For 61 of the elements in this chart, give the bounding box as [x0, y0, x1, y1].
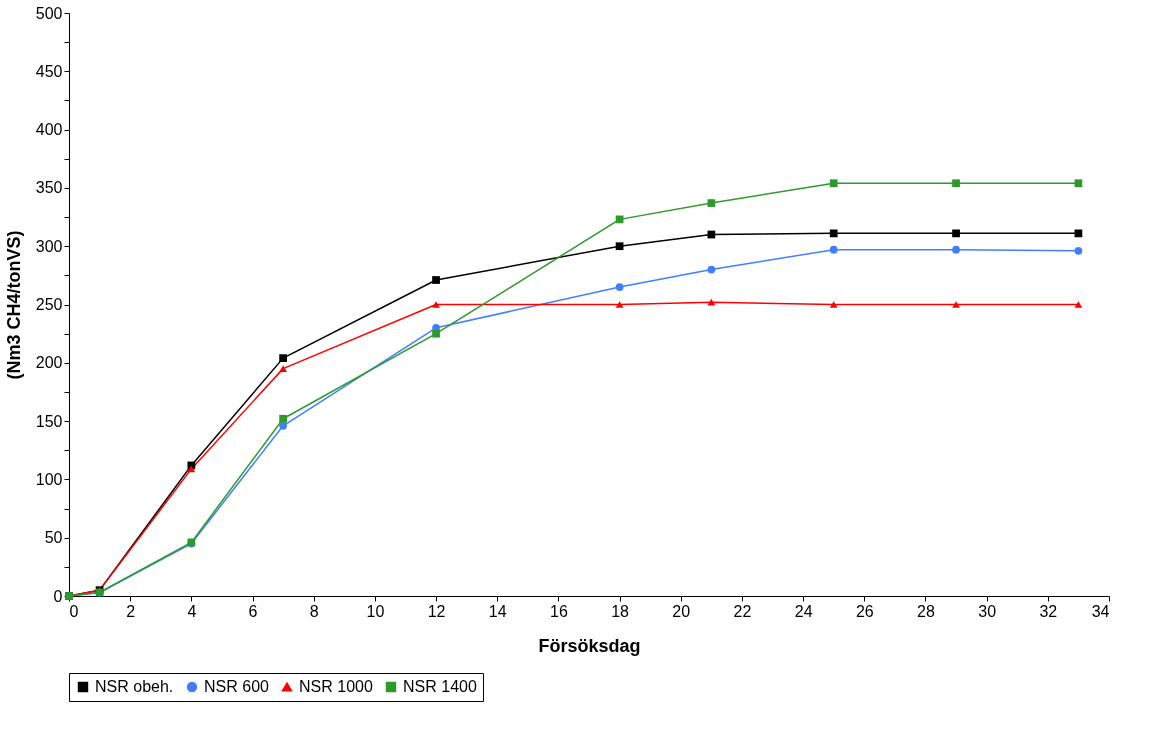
- point: [279, 421, 287, 430]
- x-tick-label: 34: [1091, 602, 1110, 620]
- x-tick-label: 4: [187, 602, 197, 620]
- point: [707, 298, 716, 306]
- y-tick-label: 100: [35, 470, 63, 488]
- x-tick-label: 24: [794, 602, 813, 620]
- point: [829, 229, 838, 238]
- x-tick-label: 28: [917, 602, 935, 620]
- x-tick-label: 26: [855, 602, 874, 620]
- point: [829, 245, 838, 254]
- point: [432, 276, 440, 284]
- y-tick-label: 250: [35, 296, 63, 313]
- y-tick-label: 500: [35, 4, 63, 22]
- x-tick-label: 18: [611, 602, 630, 620]
- x-tick-label: 2: [126, 602, 136, 620]
- x-tick-label: 10: [366, 602, 385, 620]
- x-tick-label: 30: [978, 602, 997, 620]
- point: [279, 414, 287, 423]
- x-tick-label: 32: [1039, 602, 1058, 620]
- point: [829, 179, 838, 188]
- legend-label: NSR 1400: [403, 678, 477, 695]
- y-tick-label: 400: [35, 121, 63, 139]
- y-tick-label: 150: [35, 412, 63, 430]
- point: [615, 242, 624, 251]
- point: [279, 354, 287, 363]
- y-axis-title: (Nm3 CH4/tonVS): [3, 230, 24, 380]
- legend-label: NSR 600: [204, 678, 270, 695]
- x-axis-title: Försöksdag: [538, 635, 641, 656]
- point: [952, 179, 960, 188]
- x-tick-label: 14: [488, 602, 507, 620]
- point: [1074, 301, 1083, 308]
- point: [432, 301, 440, 308]
- point: [1074, 247, 1083, 255]
- y-tick-label: 0: [53, 587, 63, 605]
- x-tick-label: 0: [69, 602, 79, 620]
- x-tick-label: 8: [309, 602, 319, 620]
- point: [707, 230, 716, 239]
- y-tick-label: 300: [35, 237, 63, 255]
- y-tick-label: 200: [35, 354, 63, 372]
- point: [615, 283, 624, 291]
- x-tick-label: 12: [427, 602, 446, 620]
- x-tick-label: 16: [550, 602, 568, 620]
- point: [707, 265, 716, 274]
- point: [1074, 179, 1083, 188]
- y-tick-label: 450: [35, 62, 63, 80]
- point: [615, 301, 624, 308]
- point: [707, 199, 716, 207]
- x-tick-label: 22: [733, 602, 752, 620]
- x-tick-label: 6: [248, 602, 258, 620]
- x-tick-label: 20: [672, 602, 691, 620]
- point: [187, 465, 196, 473]
- y-tick-label: 50: [44, 529, 63, 547]
- point: [952, 229, 960, 238]
- point: [952, 245, 960, 254]
- point: [829, 301, 838, 308]
- point: [279, 365, 287, 372]
- point: [432, 329, 440, 338]
- legend-label: NSR 1000: [299, 678, 373, 695]
- legend-label: NSR obeh.: [95, 678, 174, 695]
- y-tick-label: 350: [35, 179, 63, 197]
- point: [952, 301, 960, 308]
